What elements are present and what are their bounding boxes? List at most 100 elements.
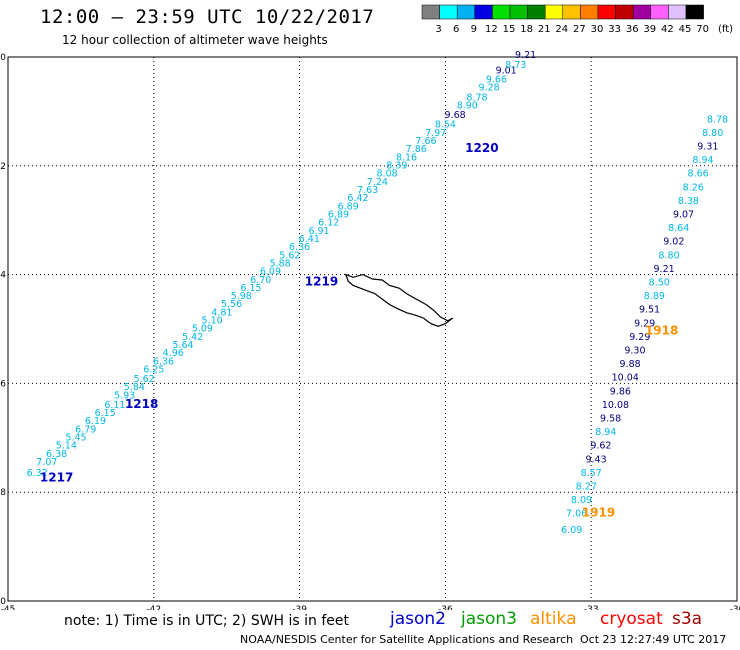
page-title: 12:00 — 23:59 UTC 10/22/2017 [40,6,375,28]
wave-height-value: 9.51 [639,305,660,316]
wave-height-value: 9.21 [515,50,536,61]
wave-height-value: 6.32 [27,468,48,479]
satellite-s3a-label: s3a [672,609,703,629]
wave-height-value: 9.43 [585,454,606,465]
wave-height-value: 8.78 [466,93,487,104]
longitude-label: -42 [146,605,161,610]
pass-time-label: 1217 [40,470,73,484]
latitude-label: -54 [0,271,6,281]
wave-height-value: 8.39 [386,161,407,172]
wave-height-value: 6.15 [240,283,261,294]
wave-height-value: 6.42 [347,193,368,204]
wave-height-value: 6.19 [85,416,106,427]
pass-time-label: 1919 [582,506,615,520]
wave-height-value: 8.54 [435,120,456,131]
satellite-altika-label: altika [530,609,577,629]
wave-height-value: 8.80 [658,250,679,261]
wave-height-value: 9.66 [486,75,507,86]
wave-height-value: 5.62 [134,374,155,385]
wave-height-value: 9.29 [634,318,655,329]
wave-height-value: 8.73 [505,60,526,71]
wave-height-value: 5.42 [182,332,203,343]
wave-height-value: 6.12 [318,218,339,229]
wave-height-value: 6.89 [328,209,349,220]
wave-height-value: 8.16 [396,152,417,163]
satellite-cryosat-label: cryosat [600,609,663,629]
pass-time-label: 1220 [465,141,498,155]
latitude-label: -58 [0,488,6,498]
generated-timestamp: Oct 23 12:27:49 UTC 2017 [580,633,727,646]
wave-height-value: 7.07 [36,457,57,468]
wave-height-value: 10.04 [612,373,639,384]
wave-height-value: 8.78 [707,114,728,125]
pass-time-label: 1219 [305,274,338,288]
wave-height-value: 7.63 [357,185,378,196]
wave-height-value: 9.86 [610,386,631,397]
page-subtitle: 12 hour collection of altimeter wave hei… [62,33,328,47]
footer-note: note: 1) Time is in UTC; 2) SWH is in fe… [64,613,350,629]
latitude-label: -56 [0,379,6,389]
wave-height-value: 6.09 [260,267,281,278]
satellite-jason2-label: jason2 [390,609,446,629]
wave-height-value: 5.98 [231,291,252,302]
wave-height-value: 9.31 [697,141,718,152]
wave-height-value: 6.79 [75,424,96,435]
wave-height-value: 6.09 [561,525,582,536]
wave-height-value: 9.58 [600,413,621,424]
wave-height-value: 9.68 [445,110,466,121]
wave-height-value: 5.10 [202,316,223,327]
wave-height-value: 8.90 [457,101,478,112]
map-frame [7,56,738,602]
wave-height-value: 7.24 [367,177,388,188]
wave-height-value: 9.88 [620,359,641,370]
pass-time-label: 1918 [645,323,678,337]
wave-height-value: 6.36 [289,242,310,253]
wave-height-value: 6.25 [143,365,164,376]
wave-height-value: 9.07 [673,209,694,220]
longitude-label: -45 [1,605,16,610]
wave-height-value: 7.06 [566,509,587,520]
wave-height-value: 6.11 [104,400,125,411]
wave-height-value: 9.28 [479,83,500,94]
wave-height-value: 6.38 [46,449,67,460]
wave-height-value: 5.56 [221,299,242,310]
wave-height-value: 6.70 [250,275,271,286]
wave-height-value: 8.94 [595,427,616,438]
wave-height-value: 5.88 [270,258,291,269]
longitude-label: -33 [584,605,599,610]
latitude-label: -60 [0,597,6,607]
latitude-label: -52 [0,162,6,172]
wave-height-value: 8.80 [702,128,723,139]
wave-height-value: 7.97 [425,128,446,139]
wave-height-value: 8.38 [678,196,699,207]
wave-height-value: 10.08 [602,400,629,411]
wave-height-value: 6.36 [153,356,174,367]
wave-height-value: 5.14 [56,441,77,452]
pass-time-label: 1218 [125,397,158,411]
wave-height-value: 6.89 [338,201,359,212]
wave-height-value: 8.64 [668,223,689,234]
wave-height-value: 8.57 [581,468,602,479]
wave-height-value: 7.86 [406,144,427,155]
wave-height-value: 8.26 [683,182,704,193]
wave-height-value: 4.96 [163,348,184,359]
wave-height-value: 4.81 [211,307,232,318]
wave-height-value: 8.50 [649,277,670,288]
wave-height-value: 8.27 [576,481,597,492]
wave-height-value: 9.62 [590,441,611,452]
wave-height-value: 7.66 [415,136,436,147]
wave-height-value: 9.29 [629,332,650,343]
island-outline [344,273,454,327]
wave-height-value: 8.94 [692,155,713,166]
longitude-label: -39 [292,605,307,610]
wave-height-value: 6.91 [308,226,329,237]
wave-height-value: 9.30 [624,345,645,356]
credit-text: NOAA/NESDIS Center for Satellite Applica… [240,633,574,646]
wave-height-value: 5.84 [124,382,145,393]
latitude-label: -50 [0,53,6,63]
wave-height-value: 9.01 [496,65,517,76]
wave-height-value: 6.15 [95,408,116,419]
wave-height-map: -50 -52 -54 -56 -58 -60-45 -42 -39 -36 -33 -30 6.32… [0,50,740,610]
wave-height-value: 5.09 [192,324,213,335]
wave-height-value: 8.89 [644,291,665,302]
